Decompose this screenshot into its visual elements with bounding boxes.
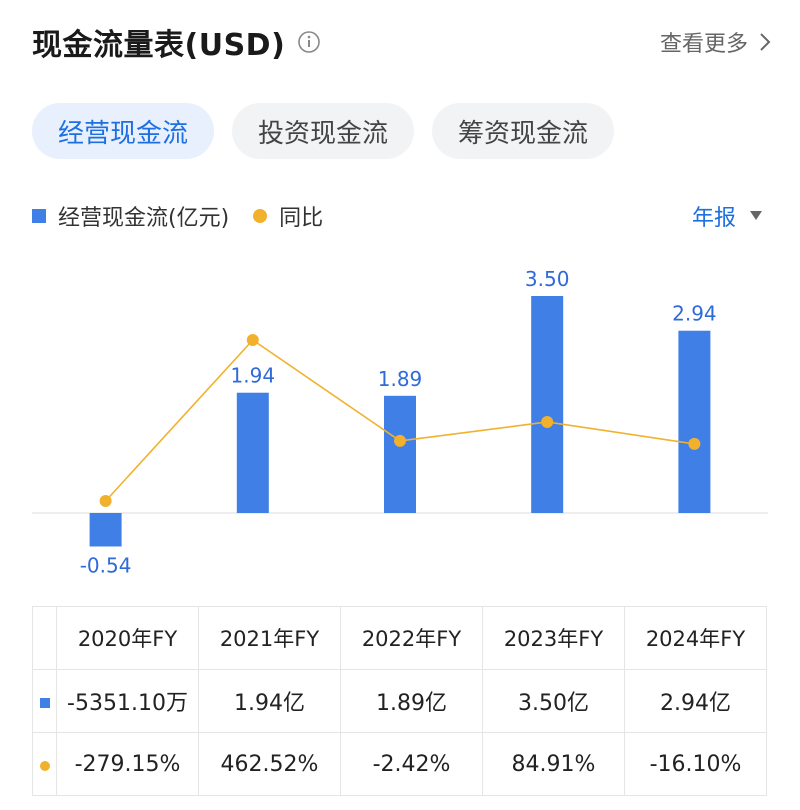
table-corner-cell [32,606,57,670]
table-header-row: 2020年FY 2021年FY 2022年FY 2023年FY 2024年FY [32,606,767,670]
see-more-label: 查看更多 [659,32,748,57]
table-cell: 3.50亿 [482,669,625,733]
bar-2020年FY [89,513,122,547]
table-cell-yoy: 84.91% [482,732,625,796]
table-row-value: -5351.10万 1.94亿 1.89亿 3.50亿 2.94亿 [32,669,767,733]
yoy-point [394,434,406,447]
tab-investing-cashflow[interactable]: 投资现金流 [232,103,415,159]
bar-2021年FY [236,392,269,513]
table-cell: -5351.10万 [56,669,199,733]
table-row-yoy: -279.15% 462.52% -2.42% 84.91% -16.10% [32,732,767,796]
tab-financing-cashflow[interactable]: 筹资现金流 [432,103,615,159]
chart-legend: 经营现金流(亿元) 同比 年报 [32,198,762,234]
bar-square-marker [39,697,50,708]
period-label: 年报 [691,206,736,231]
table-cell-yoy: 462.52% [198,732,341,796]
table-cell: 2.94亿 [624,669,767,733]
legend-item-line: 同比 [253,200,323,232]
table-cell-yoy: -2.42% [340,732,483,796]
legend-square-swatch [32,209,46,223]
bar-value-label: -0.54 [80,553,132,577]
bar-value-label: 2.94 [672,302,717,326]
bar-2023年FY [531,296,564,513]
chevron-right-icon [760,33,771,51]
table-header-cell: 2023年FY [482,606,625,670]
section-title: 现金流量表(USD) [32,28,286,63]
legend-line-label: 同比 [279,206,324,231]
cashflow-tabs: 经营现金流 投资现金流 筹资现金流 [32,103,615,159]
info-circle-icon[interactable] [297,30,321,54]
bar-2024年FY [678,330,711,513]
line-dot-marker [39,760,50,771]
row-marker-cell [32,732,57,796]
bar-value-label: 1.89 [378,367,423,391]
see-more-link[interactable]: 查看更多 [660,26,772,58]
legend-bar-label: 经营现金流(亿元) [58,206,230,231]
cashflow-chart: -0.54 1.94 1.89 3.50 2.94 [32,267,768,577]
table-header-cell: 2021年FY [198,606,341,670]
bar-2022年FY [384,395,416,513]
yoy-point [541,415,554,428]
bar-value-label: 3.50 [525,267,570,291]
table-cell: 1.94亿 [198,669,341,733]
table-header-cell: 2024年FY [624,606,767,670]
legend-dot-swatch [253,209,268,223]
cashflow-table: 2020年FY 2021年FY 2022年FY 2023年FY 2024年FY … [32,606,767,796]
table-cell: 1.89亿 [340,669,483,733]
table-header-cell: 2020年FY [56,606,199,670]
section-header: 现金流量表(USD) 查看更多 [32,18,772,66]
caret-down-icon [750,211,762,220]
row-marker-cell [32,669,57,733]
table-header-cell: 2022年FY [340,606,483,670]
table-cell-yoy: -279.15% [56,732,199,796]
period-dropdown[interactable]: 年报 [692,200,762,232]
bar-value-label: 1.94 [231,364,276,388]
tab-operating-cashflow[interactable]: 经营现金流 [32,103,215,159]
legend-item-bar: 经营现金流(亿元) [32,200,229,232]
yoy-point [99,495,112,507]
yoy-point [246,334,259,346]
table-cell-yoy: -16.10% [624,732,767,796]
yoy-point [688,437,701,450]
